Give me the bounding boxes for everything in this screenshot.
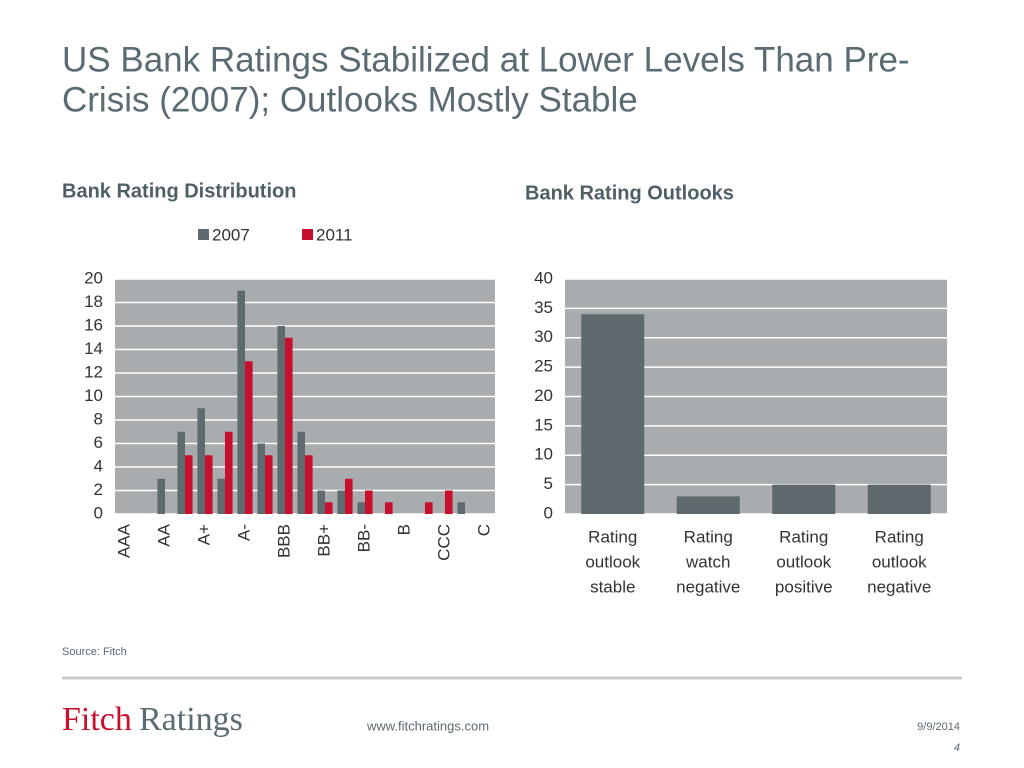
- y-tick-label: 4: [94, 456, 103, 475]
- bar: [185, 455, 193, 514]
- x-tick-label: Rating: [779, 527, 828, 546]
- bar: [297, 431, 305, 514]
- x-tick-label: B: [394, 524, 413, 535]
- bar: [177, 431, 185, 514]
- legend-swatch: [302, 229, 313, 240]
- bar: [217, 478, 225, 514]
- x-tick-label: watch: [685, 552, 730, 571]
- source: Source: Fitch: [62, 646, 127, 658]
- x-tick-label: AA: [154, 523, 173, 546]
- y-tick-label: 5: [544, 474, 553, 493]
- url: www.fitchratings.com: [366, 718, 489, 733]
- bar: [277, 326, 285, 514]
- bar: [581, 314, 645, 514]
- y-tick-label: 10: [84, 386, 103, 405]
- bar: [245, 361, 253, 514]
- x-tick-label: stable: [590, 577, 635, 596]
- slide-title: Crisis (2007); Outlooks Mostly Stable: [62, 80, 638, 119]
- bar: [445, 490, 453, 514]
- bar: [157, 478, 165, 514]
- x-tick-label: outlook: [872, 552, 927, 571]
- bar: [457, 502, 465, 514]
- bar: [365, 490, 373, 514]
- bar: [257, 443, 265, 514]
- bar: [305, 455, 313, 514]
- y-tick-label: 16: [84, 315, 103, 334]
- bar: [237, 290, 245, 514]
- x-tick-label: C: [474, 524, 493, 536]
- y-tick-label: 30: [534, 327, 553, 346]
- y-tick-label: 0: [94, 503, 103, 522]
- legend-label: 2011: [316, 225, 353, 244]
- y-tick-label: 25: [534, 357, 553, 376]
- x-tick-label: CCC: [434, 524, 453, 561]
- bar: [265, 455, 273, 514]
- x-tick-label: outlook: [585, 552, 640, 571]
- x-tick-label: negative: [867, 577, 931, 596]
- bar: [772, 484, 836, 514]
- logo: Fitch: [62, 701, 132, 738]
- chart-title: Bank Rating Outlooks: [525, 182, 734, 204]
- x-tick-label: A+: [194, 524, 213, 545]
- x-tick-label: outlook: [776, 552, 831, 571]
- bar: [676, 496, 740, 514]
- x-tick-label: A-: [234, 524, 253, 541]
- y-tick-label: 40: [534, 268, 553, 287]
- bar: [425, 502, 433, 514]
- bar: [337, 490, 345, 514]
- x-tick-label: Rating: [875, 527, 924, 546]
- slide-title: US Bank Ratings Stabilized at Lower Leve…: [62, 40, 910, 79]
- page-number: 4: [954, 742, 960, 754]
- y-tick-label: 35: [534, 298, 553, 317]
- x-tick-label: BB-: [354, 524, 373, 552]
- bar: [197, 408, 205, 514]
- x-tick-label: Rating: [684, 527, 733, 546]
- bar: [225, 431, 233, 514]
- y-tick-label: 20: [84, 268, 103, 287]
- y-tick-label: 12: [84, 362, 103, 381]
- bar: [357, 502, 365, 514]
- y-tick-label: 2: [94, 480, 103, 499]
- logo: Ratings: [139, 701, 243, 738]
- bar: [317, 490, 325, 514]
- x-tick-label: AAA: [114, 523, 133, 558]
- x-tick-label: positive: [775, 577, 833, 596]
- y-tick-label: 18: [84, 292, 103, 311]
- x-tick-label: negative: [676, 577, 740, 596]
- bar: [205, 455, 213, 514]
- bar: [385, 502, 393, 514]
- legend-swatch: [198, 229, 209, 240]
- bar: [325, 502, 333, 514]
- y-tick-label: 8: [94, 409, 103, 428]
- y-tick-label: 20: [534, 386, 553, 405]
- y-tick-label: 15: [534, 415, 553, 434]
- y-tick-label: 10: [534, 445, 553, 464]
- bar: [867, 484, 931, 514]
- x-tick-label: BBB: [274, 524, 293, 558]
- x-tick-label: BB+: [314, 524, 333, 557]
- legend-label: 2007: [212, 225, 250, 244]
- y-tick-label: 14: [84, 339, 103, 358]
- chart-title: Bank Rating Distribution: [62, 180, 296, 202]
- bar: [345, 478, 353, 514]
- date: 9/9/2014: [917, 721, 960, 733]
- bar: [285, 337, 293, 514]
- y-tick-label: 0: [544, 503, 553, 522]
- y-tick-label: 6: [94, 433, 103, 452]
- x-tick-label: Rating: [588, 527, 637, 546]
